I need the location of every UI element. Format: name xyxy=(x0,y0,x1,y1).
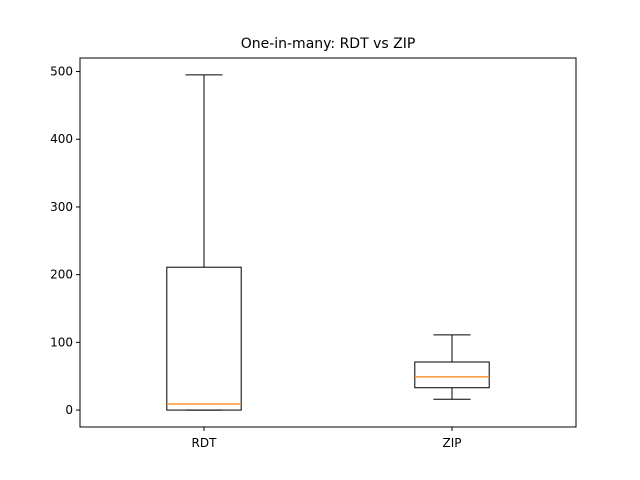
y-tick-label: 500 xyxy=(50,65,73,79)
x-tick-label: ZIP xyxy=(443,436,462,450)
y-tick-label: 0 xyxy=(65,403,73,417)
y-tick-label: 300 xyxy=(50,200,73,214)
box-zip xyxy=(414,361,490,389)
y-tick-label: 200 xyxy=(50,268,73,282)
plot-area: 0 100 200 300 400 500 RDT ZIP xyxy=(50,65,490,450)
x-tick-label: RDT xyxy=(192,436,218,450)
chart-title: One-in-many: RDT vs ZIP xyxy=(241,36,416,52)
axes-frame xyxy=(79,57,577,428)
y-tick-label: 100 xyxy=(50,335,73,349)
y-tick-label: 400 xyxy=(50,132,73,146)
box-rdt xyxy=(166,266,242,411)
